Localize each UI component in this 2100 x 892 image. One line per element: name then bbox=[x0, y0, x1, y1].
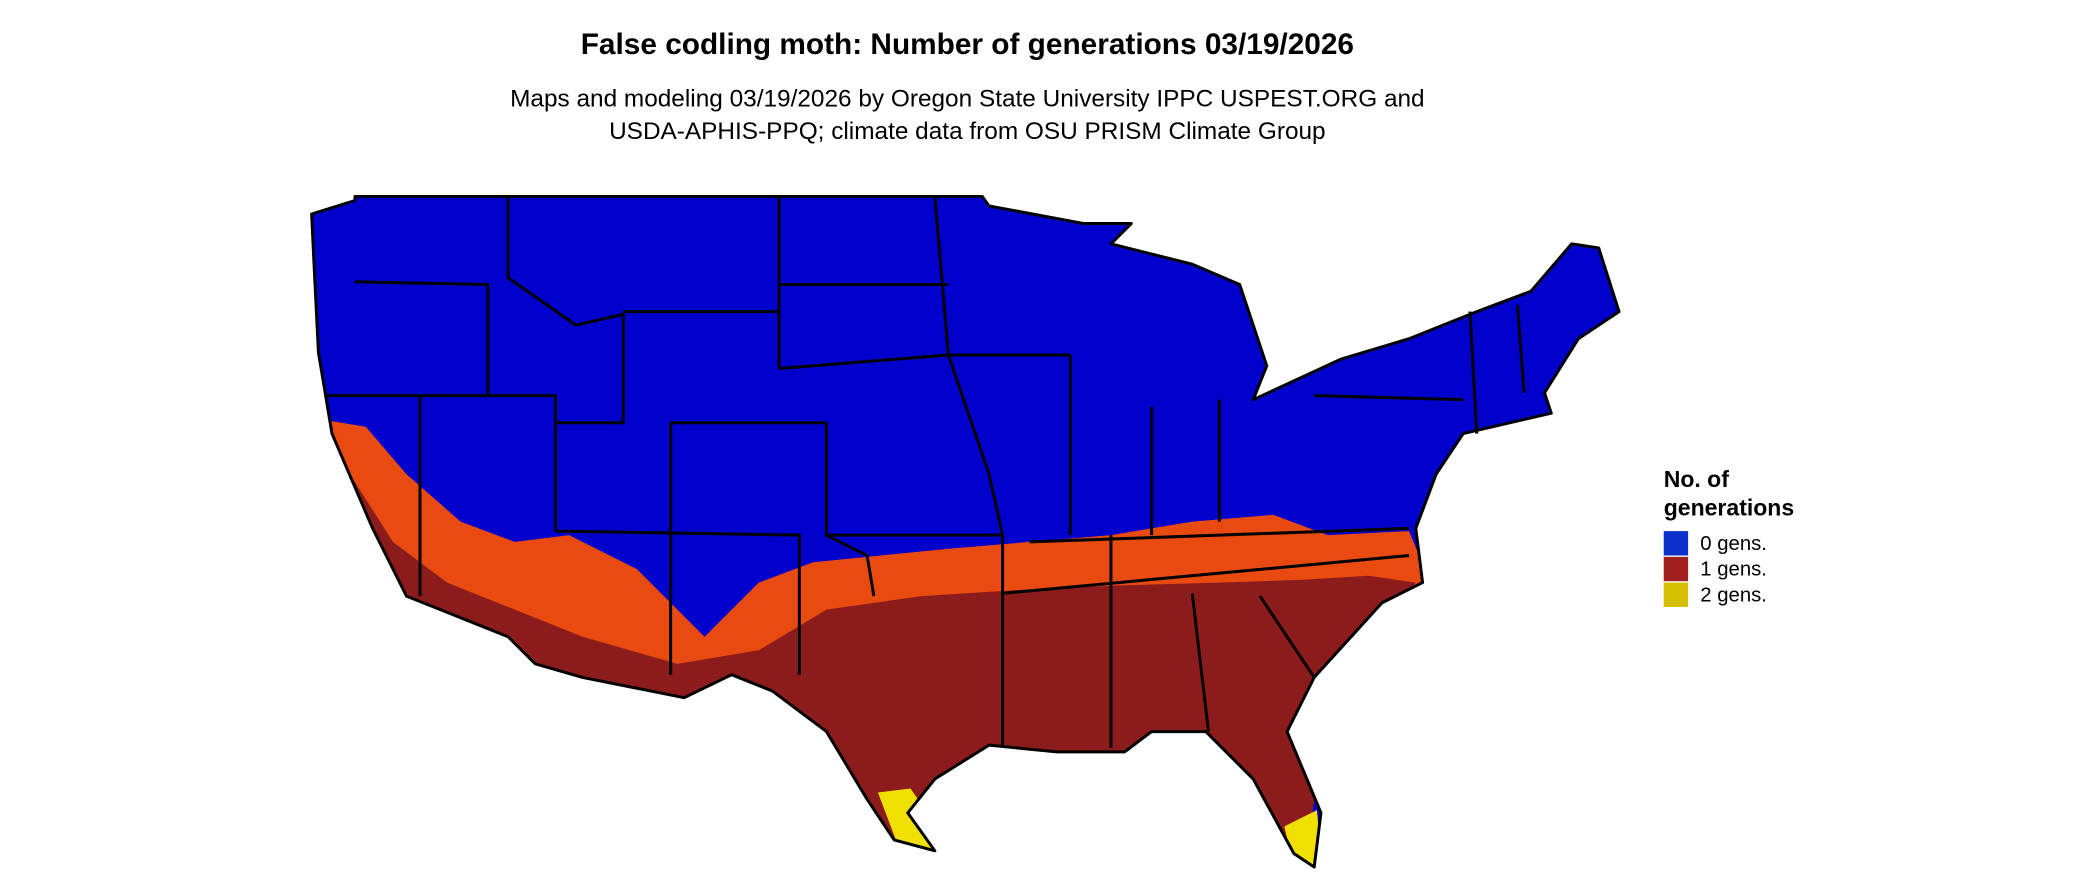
map-title: False codling moth: Number of generation… bbox=[581, 28, 1354, 61]
map-subtitle: USDA-APHIS-PPQ; climate data from OSU PR… bbox=[609, 118, 1326, 145]
legend: No. of generations 0 gens. 1 gens. 2 gens. bbox=[1663, 466, 1794, 607]
state-borders bbox=[310, 194, 1621, 869]
legend-label: 0 gens. bbox=[1700, 533, 1767, 555]
legend-swatch bbox=[1663, 556, 1689, 582]
legend-title: No. of bbox=[1664, 466, 1730, 492]
map-subtitle: Maps and modeling 03/19/2026 by Oregon S… bbox=[510, 86, 1425, 113]
legend-title: generations bbox=[1664, 494, 1794, 520]
legend-swatch bbox=[1663, 531, 1689, 556]
legend-label: 1 gens. bbox=[1700, 559, 1767, 581]
legend-label: 2 gens. bbox=[1700, 584, 1767, 606]
legend-swatch bbox=[1663, 582, 1689, 607]
